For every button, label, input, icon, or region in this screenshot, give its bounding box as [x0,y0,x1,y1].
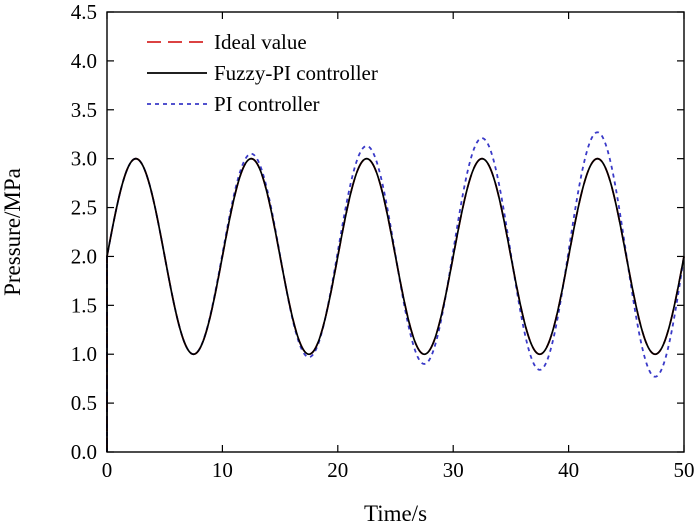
y-tick-label: 4.0 [71,49,97,73]
plot-frame [106,11,685,453]
x-tick-label: 50 [674,458,695,482]
y-tick-label: 0.5 [71,391,97,415]
y-tick-label: 3.5 [71,98,97,122]
y-tick-label: 2.0 [71,244,97,268]
y-tick-label: 4.5 [71,0,97,24]
y-tick-label: 0.0 [71,440,97,464]
legend-label-pi-controller: PI controller [214,92,320,116]
x-tick-label: 0 [102,458,113,482]
x-tick-label: 40 [558,458,579,482]
y-axis-label: Pressure/MPa [0,168,25,296]
legend: Ideal value Fuzzy-PI controller PI contr… [147,30,378,116]
legend-label-fuzzy-pi-controller: Fuzzy-PI controller [214,61,378,85]
y-tick-label: 2.5 [71,196,97,220]
x-tick-label: 20 [327,458,348,482]
x-tick-label: 10 [212,458,233,482]
x-axis-label: Time/s [364,501,427,526]
y-tick-label: 1.5 [71,293,97,317]
y-tick-label: 1.0 [71,342,97,366]
y-tick-label: 3.0 [71,147,97,171]
ticks-layer: 0 10 20 30 40 50 0.0 0.5 1.0 1.5 2.0 2.5 3.0 3.5 4.0 4.… [71,0,695,482]
legend-label-ideal-value: Ideal value [214,30,307,54]
series-layer [106,131,685,452]
series-line-pi-controller [106,131,685,452]
series-line-ideal-value [106,157,685,452]
x-tick-label: 30 [443,458,464,482]
series-line-fuzzy-pi-controller [106,157,685,452]
